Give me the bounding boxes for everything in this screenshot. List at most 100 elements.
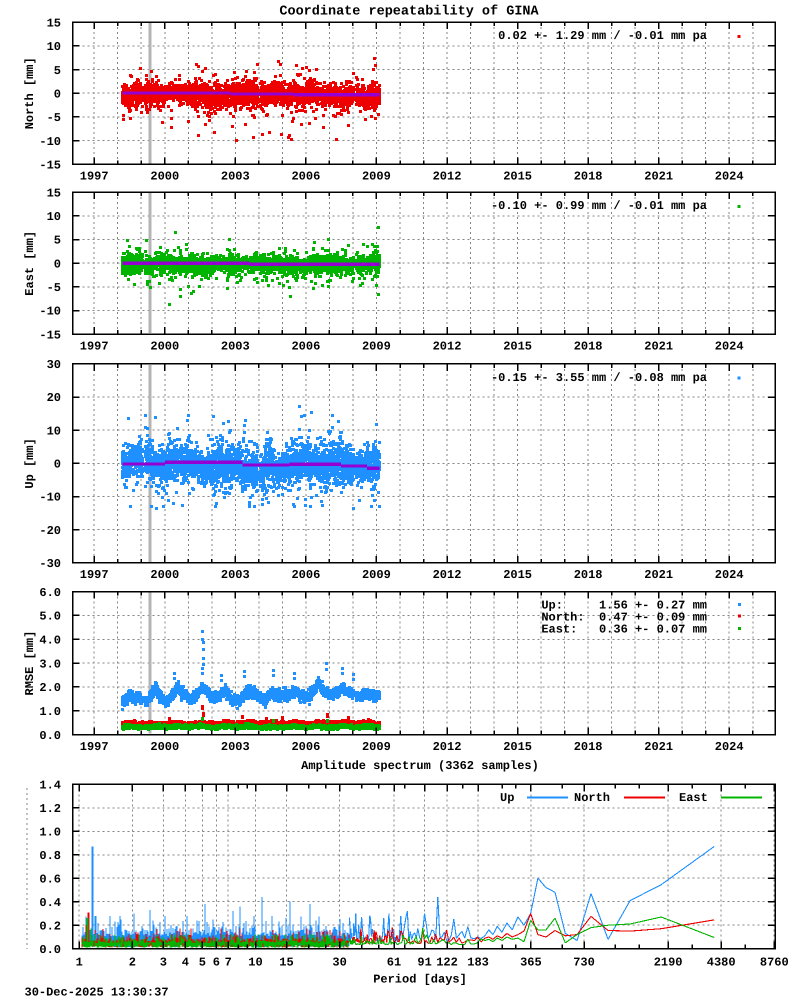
- svg-text:2000: 2000: [150, 740, 179, 754]
- svg-text:10: 10: [248, 955, 262, 969]
- svg-text:2009: 2009: [362, 740, 391, 754]
- svg-text:1997: 1997: [80, 568, 109, 582]
- svg-text:2190: 2190: [654, 955, 683, 969]
- svg-text:0.0: 0.0: [39, 943, 61, 957]
- svg-text:15: 15: [47, 16, 61, 30]
- svg-text:2018: 2018: [574, 340, 603, 354]
- svg-text:30-Dec-2025 13:30:37: 30-Dec-2025 13:30:37: [25, 986, 169, 1000]
- svg-text:2024: 2024: [715, 340, 744, 354]
- svg-text:30: 30: [47, 358, 61, 372]
- svg-text:Up: 1.56 +- 0.27 mm: Up: 1.56 +- 0.27 mm: [541, 599, 707, 613]
- svg-text:2024: 2024: [715, 740, 744, 754]
- svg-text:North [mm]: North [mm]: [23, 57, 37, 129]
- svg-text:2018: 2018: [574, 740, 603, 754]
- svg-text:0: 0: [54, 257, 61, 271]
- svg-text:15: 15: [47, 186, 61, 200]
- svg-text:2006: 2006: [291, 340, 320, 354]
- svg-text:1.0: 1.0: [39, 826, 61, 840]
- svg-text:East [mm]: East [mm]: [23, 231, 37, 296]
- svg-text:2024: 2024: [715, 568, 744, 582]
- svg-text:2009: 2009: [362, 340, 391, 354]
- svg-text:10: 10: [47, 40, 61, 54]
- svg-text:3.0: 3.0: [39, 657, 61, 671]
- svg-text:3: 3: [160, 955, 167, 969]
- svg-text:1997: 1997: [80, 340, 109, 354]
- svg-text:2021: 2021: [644, 340, 673, 354]
- svg-text:4: 4: [182, 955, 189, 969]
- svg-text:Amplitude spectrum (3362 sampl: Amplitude spectrum (3362 samples): [301, 759, 539, 773]
- svg-text:-15: -15: [39, 328, 61, 342]
- svg-text:5: 5: [54, 64, 61, 78]
- svg-text:5: 5: [199, 955, 206, 969]
- svg-text:2006: 2006: [291, 740, 320, 754]
- svg-text:2012: 2012: [433, 740, 462, 754]
- svg-text:2003: 2003: [221, 568, 250, 582]
- svg-text:1.4: 1.4: [39, 779, 61, 793]
- svg-text:-10: -10: [39, 135, 61, 149]
- svg-text:6: 6: [213, 955, 220, 969]
- svg-text:-10: -10: [39, 491, 61, 505]
- svg-text:122: 122: [436, 955, 458, 969]
- svg-text:91: 91: [417, 955, 431, 969]
- svg-text:0.8: 0.8: [39, 849, 61, 863]
- svg-text:2000: 2000: [150, 568, 179, 582]
- svg-text:2006: 2006: [291, 170, 320, 184]
- svg-text:2015: 2015: [503, 740, 532, 754]
- svg-text:0.4: 0.4: [39, 896, 61, 910]
- svg-text:2: 2: [129, 955, 136, 969]
- svg-text:2015: 2015: [503, 568, 532, 582]
- svg-text:Period [days]: Period [days]: [373, 972, 467, 986]
- svg-text:5: 5: [54, 234, 61, 248]
- svg-text:2024: 2024: [715, 170, 744, 184]
- svg-text:0.2: 0.2: [39, 919, 61, 933]
- svg-text:2021: 2021: [644, 568, 673, 582]
- svg-text:-15: -15: [39, 159, 61, 173]
- svg-text:0.6: 0.6: [39, 872, 61, 886]
- svg-text:1.0: 1.0: [39, 705, 61, 719]
- svg-text:2015: 2015: [503, 170, 532, 184]
- svg-text:2018: 2018: [574, 568, 603, 582]
- svg-text:2003: 2003: [221, 170, 250, 184]
- svg-text:2015: 2015: [503, 340, 532, 354]
- svg-text:10: 10: [47, 424, 61, 438]
- svg-text:4380: 4380: [707, 955, 736, 969]
- svg-text:-5: -5: [47, 111, 61, 125]
- svg-text:183: 183: [467, 955, 489, 969]
- svg-text:2021: 2021: [644, 170, 673, 184]
- svg-text:0.02 +- 1.29 mm / -0.01 mm pa: 0.02 +- 1.29 mm / -0.01 mm pa: [498, 29, 707, 43]
- svg-text:2003: 2003: [221, 740, 250, 754]
- svg-text:365: 365: [520, 955, 542, 969]
- svg-text:2003: 2003: [221, 340, 250, 354]
- svg-text:1997: 1997: [80, 740, 109, 754]
- svg-text:2009: 2009: [362, 568, 391, 582]
- svg-text:2000: 2000: [150, 340, 179, 354]
- svg-text:2009: 2009: [362, 170, 391, 184]
- svg-text:East: East: [679, 791, 708, 805]
- svg-text:East: 0.36 +- 0.07 mm: East: 0.36 +- 0.07 mm: [541, 623, 707, 637]
- svg-text:4.0: 4.0: [39, 634, 61, 648]
- svg-text:20: 20: [47, 391, 61, 405]
- svg-text:0: 0: [54, 88, 61, 102]
- svg-text:15: 15: [279, 955, 293, 969]
- svg-text:2012: 2012: [433, 340, 462, 354]
- svg-text:1997: 1997: [80, 170, 109, 184]
- svg-text:Up [mm]: Up [mm]: [23, 438, 37, 488]
- svg-text:2000: 2000: [150, 170, 179, 184]
- svg-text:-30: -30: [39, 557, 61, 571]
- svg-text:-0.10 +- 0.99 mm / -0.01 mm pa: -0.10 +- 0.99 mm / -0.01 mm pa: [491, 199, 707, 213]
- svg-text:2006: 2006: [291, 568, 320, 582]
- svg-text:5.0: 5.0: [39, 610, 61, 624]
- svg-text:-0.15 +- 3.55 mm / -0.08 mm pa: -0.15 +- 3.55 mm / -0.08 mm pa: [491, 371, 707, 385]
- svg-text:7: 7: [225, 955, 232, 969]
- svg-text:61: 61: [387, 955, 401, 969]
- svg-text:2018: 2018: [574, 170, 603, 184]
- svg-text:10: 10: [47, 210, 61, 224]
- svg-text:6.0: 6.0: [39, 586, 61, 600]
- svg-text:Coordinate repeatability of GI: Coordinate repeatability of GINA: [279, 5, 539, 20]
- svg-text:0.0: 0.0: [39, 729, 61, 743]
- svg-text:8760: 8760: [760, 955, 789, 969]
- svg-text:730: 730: [573, 955, 595, 969]
- svg-text:1: 1: [76, 955, 83, 969]
- svg-text:RMSE [mm]: RMSE [mm]: [23, 631, 37, 696]
- svg-text:-10: -10: [39, 305, 61, 319]
